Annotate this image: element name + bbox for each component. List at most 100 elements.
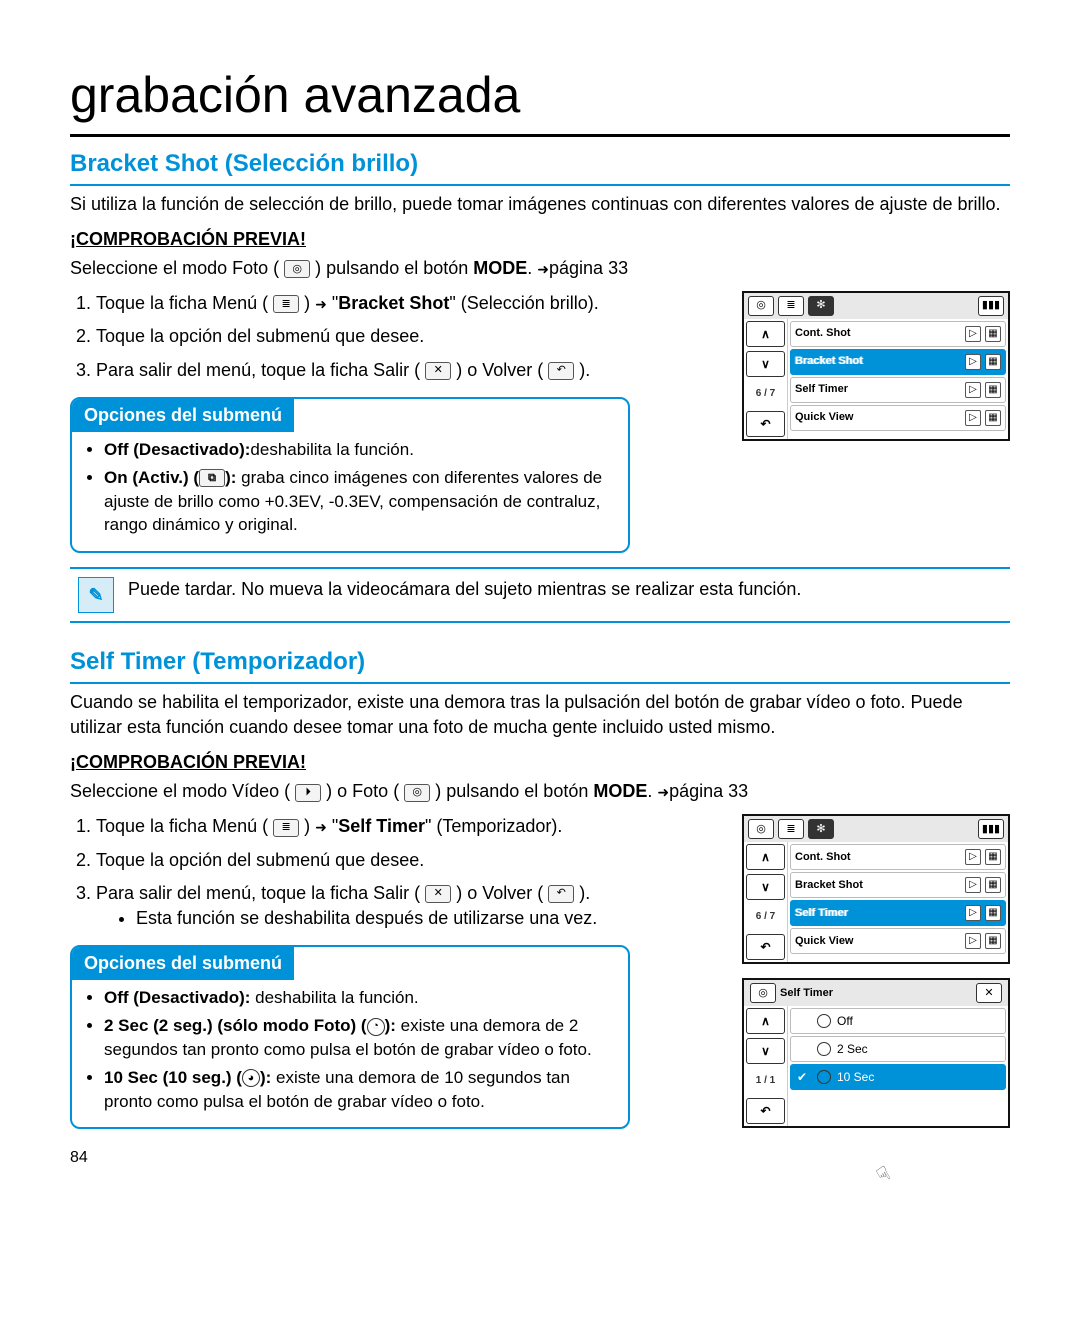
precheck-label-1: ¡COMPROBACIÓN PREVIA! [70, 227, 1010, 252]
s1-step1-a: Toque la ficha Menú ( [96, 293, 268, 313]
s1-step3-c: ). [579, 360, 590, 380]
mode-bold-1: MODE [473, 258, 527, 278]
timer-10s-icon: ◕ [242, 1069, 260, 1087]
lcd-option: ✔10 Sec [790, 1064, 1006, 1090]
note-row-1: ✎ Puede tardar. No mueva la videocámara … [70, 567, 1010, 623]
lcd-item: Cont. Shot▷▦ [790, 321, 1006, 347]
note-text-1: Puede tardar. No mueva la videocámara de… [128, 577, 801, 602]
lcd-item: Self Timer▷▦ [790, 900, 1006, 926]
s2-pre-post: ) pulsando el botón [435, 781, 593, 801]
step1-3: Para salir del menú, toque la ficha Sali… [96, 358, 722, 383]
exit-icon: ✕ [425, 362, 451, 380]
precheck-page-1: página 33 [549, 258, 628, 278]
s2-o2b: 2 Sec (2 seg.) (sólo modo Foto) ( [104, 1016, 367, 1035]
arrow-icon [657, 781, 669, 801]
lcd-item: Quick View▷▦ [790, 405, 1006, 431]
page-title: grabación avanzada [70, 60, 1010, 137]
lcd3-close-icon: ✕ [976, 983, 1002, 1003]
camera-icon: ◎ [404, 784, 430, 802]
s1-step1-b: ) [304, 293, 315, 313]
steps-2: Toque la ficha Menú ( ≣ ) "Self Timer" (… [70, 814, 722, 931]
s1-opt2-be: ): [225, 468, 236, 487]
s2-pre-a: Seleccione el modo Vídeo ( [70, 781, 290, 801]
s2-step1-bold: Self Timer [338, 816, 425, 836]
lcd-item: Bracket Shot▷▦ [790, 872, 1006, 898]
step2-1: Toque la ficha Menú ( ≣ ) "Self Timer" (… [96, 814, 722, 839]
lcd2-page-indicator: 6 / 7 [746, 904, 785, 930]
lcd2-gear-icon: ✻ [808, 819, 834, 839]
s1-opt1-t: deshabilita la función. [250, 440, 414, 459]
bracket-on-icon: ⧉ [199, 469, 225, 487]
precheck-label-2: ¡COMPROBACIÓN PREVIA! [70, 750, 1010, 775]
step1-2: Toque la opción del submenú que desee. [96, 324, 722, 349]
s2-step3-b: ) o Volver ( [456, 883, 543, 903]
lcd-mock-3: ◎ Self Timer ✕ ∧ ∨ 1 / 1 ↶ Off2 Sec✔10 S… [742, 978, 1010, 1128]
section1-title: Bracket Shot (Selección brillo) [70, 147, 1010, 186]
submenu2-opt3: 10 Sec (10 seg.) (◕): existe una demora … [104, 1066, 614, 1114]
back-icon: ↶ [548, 885, 574, 903]
s2-step1-d: " (Temporizador). [425, 816, 562, 836]
step1-1: Toque la ficha Menú ( ≣ ) "Bracket Shot"… [96, 291, 722, 316]
lcd2-return-icon: ↶ [746, 934, 785, 960]
submenu1-opt1: Off (Desactivado):deshabilita la función… [104, 438, 614, 462]
step2-3: Para salir del menú, toque la ficha Sali… [96, 881, 722, 931]
precheck-text-2: Seleccione el modo Vídeo ( ⏵ ) o Foto ( … [70, 779, 1010, 804]
section1-intro: Si utiliza la función de selección de br… [70, 192, 1010, 217]
step2-3-sub: Esta función se deshabilita después de u… [136, 906, 722, 931]
lcd-mock-2: ◎ ≣ ✻ ▮▮▮ ∧ ∨ 6 / 7 ↶ Cont. Shot▷▦Bracke… [742, 814, 1010, 964]
lcd1-battery-icon: ▮▮▮ [978, 296, 1004, 316]
arrow-icon [537, 258, 549, 278]
back-icon: ↶ [548, 362, 574, 380]
step2-2: Toque la opción del submenú que desee. [96, 848, 722, 873]
lcd1-return-icon: ↶ [746, 411, 785, 437]
lcd-option: Off [790, 1008, 1006, 1034]
lcd3-down-icon: ∨ [746, 1038, 785, 1064]
lcd-item: Cont. Shot▷▦ [790, 844, 1006, 870]
menu-icon: ≣ [273, 819, 299, 837]
lcd2-down-icon: ∨ [746, 874, 785, 900]
s2-o3b: 10 Sec (10 seg.) ( [104, 1068, 242, 1087]
mode-bold-2: MODE [593, 781, 647, 801]
precheck-post-1: ) pulsando el botón [315, 258, 473, 278]
s2-step1-a: Toque la ficha Menú ( [96, 816, 268, 836]
s1-step1-bold: Bracket Shot [338, 293, 449, 313]
s1-step1-d: " (Selección brillo). [449, 293, 598, 313]
lcd3-camera-icon: ◎ [750, 983, 776, 1003]
menu-icon: ≣ [273, 295, 299, 313]
s2-o1b: Off (Desactivado): [104, 988, 250, 1007]
lcd1-page-indicator: 6 / 7 [746, 381, 785, 407]
lcd2-battery-icon: ▮▮▮ [978, 819, 1004, 839]
submenu-box-1: Opciones del submenú Off (Desactivado):d… [70, 397, 630, 553]
lcd-item: Bracket Shot▷▦ [790, 349, 1006, 375]
s1-step3-b: ) o Volver ( [456, 360, 543, 380]
page-number: 84 [70, 1147, 1010, 1169]
submenu2-opt2: 2 Sec (2 seg.) (sólo modo Foto) (◔): exi… [104, 1014, 614, 1062]
arrow-icon [315, 816, 327, 836]
s2-pre-mid: ) o Foto ( [326, 781, 399, 801]
s1-step3-a: Para salir del menú, toque la ficha Sali… [96, 360, 420, 380]
section2-intro: Cuando se habilita el temporizador, exis… [70, 690, 1010, 740]
video-icon: ⏵ [295, 784, 321, 802]
lcd3-page-indicator: 1 / 1 [746, 1068, 785, 1094]
lcd1-camera-icon: ◎ [748, 296, 774, 316]
lcd-option: 2 Sec [790, 1036, 1006, 1062]
s2-o2be: ): [385, 1016, 396, 1035]
note-icon: ✎ [78, 577, 114, 613]
precheck-text-1: Seleccione el modo Foto ( ◎ ) pulsando e… [70, 256, 1010, 281]
submenu-header-2: Opciones del submenú [72, 947, 294, 980]
lcd2-camera-icon: ◎ [748, 819, 774, 839]
submenu2-opt1: Off (Desactivado): deshabilita la funció… [104, 986, 614, 1010]
steps-1: Toque la ficha Menú ( ≣ ) "Bracket Shot"… [70, 291, 722, 383]
lcd2-up-icon: ∧ [746, 844, 785, 870]
s2-step1-b: ) [304, 816, 315, 836]
s1-opt2-b: On (Activ.) ( [104, 468, 199, 487]
s2-o3be: ): [260, 1068, 271, 1087]
section2-title: Self Timer (Temporizador) [70, 645, 1010, 684]
submenu1-opt2: On (Activ.) (⧉): graba cinco imágenes co… [104, 466, 614, 537]
lcd1-down-icon: ∨ [746, 351, 785, 377]
lcd-item: Self Timer▷▦ [790, 377, 1006, 403]
lcd-item: Quick View▷▦ [790, 928, 1006, 954]
lcd2-menu-icon: ≣ [778, 819, 804, 839]
submenu-header-1: Opciones del submenú [72, 399, 294, 432]
s2-step3-a: Para salir del menú, toque la ficha Sali… [96, 883, 420, 903]
